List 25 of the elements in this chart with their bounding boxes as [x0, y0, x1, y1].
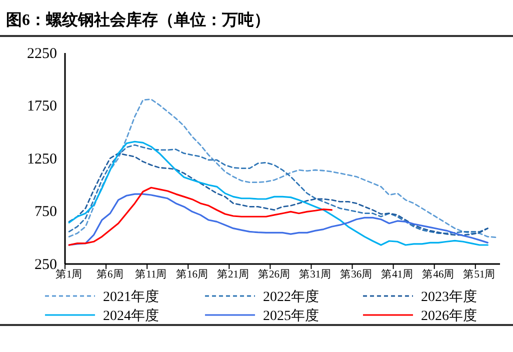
x-tick-label: 第31周 — [299, 268, 332, 280]
legend-label: 2021年度 — [103, 289, 159, 305]
x-tick-label: 第26周 — [258, 268, 291, 280]
line-series — [68, 186, 333, 246]
legend-label: 2026年度 — [421, 308, 477, 324]
x-tick-label: 第11周 — [135, 268, 168, 280]
y-tick-label: 2250 — [27, 46, 57, 62]
legend-label: 2024年度 — [103, 308, 159, 324]
x-tick-label: 第41周 — [381, 268, 414, 280]
legend-label: 2022年度 — [263, 289, 319, 305]
x-tick-label: 第36周 — [340, 268, 373, 280]
x-tick-label: 第16周 — [176, 268, 208, 280]
x-tick-label: 第46周 — [422, 268, 455, 280]
y-tick-label: 750 — [34, 204, 57, 220]
x-tick-label: 第1周 — [55, 268, 83, 280]
x-tick-label: 第21周 — [217, 268, 250, 280]
y-tick-label: 1250 — [27, 151, 57, 168]
line-series — [68, 98, 497, 238]
x-tick-label: 第6周 — [96, 268, 124, 280]
legend-label: 2025年度 — [263, 308, 319, 324]
x-tick-label: 第51周 — [463, 268, 496, 280]
y-tick-label: 250 — [34, 256, 57, 273]
y-tick-label: 1750 — [27, 98, 57, 115]
legend-label: 2023年度 — [421, 289, 477, 305]
chart-title: 图6：螺纹钢社会库存（单位：万吨） — [6, 11, 270, 29]
